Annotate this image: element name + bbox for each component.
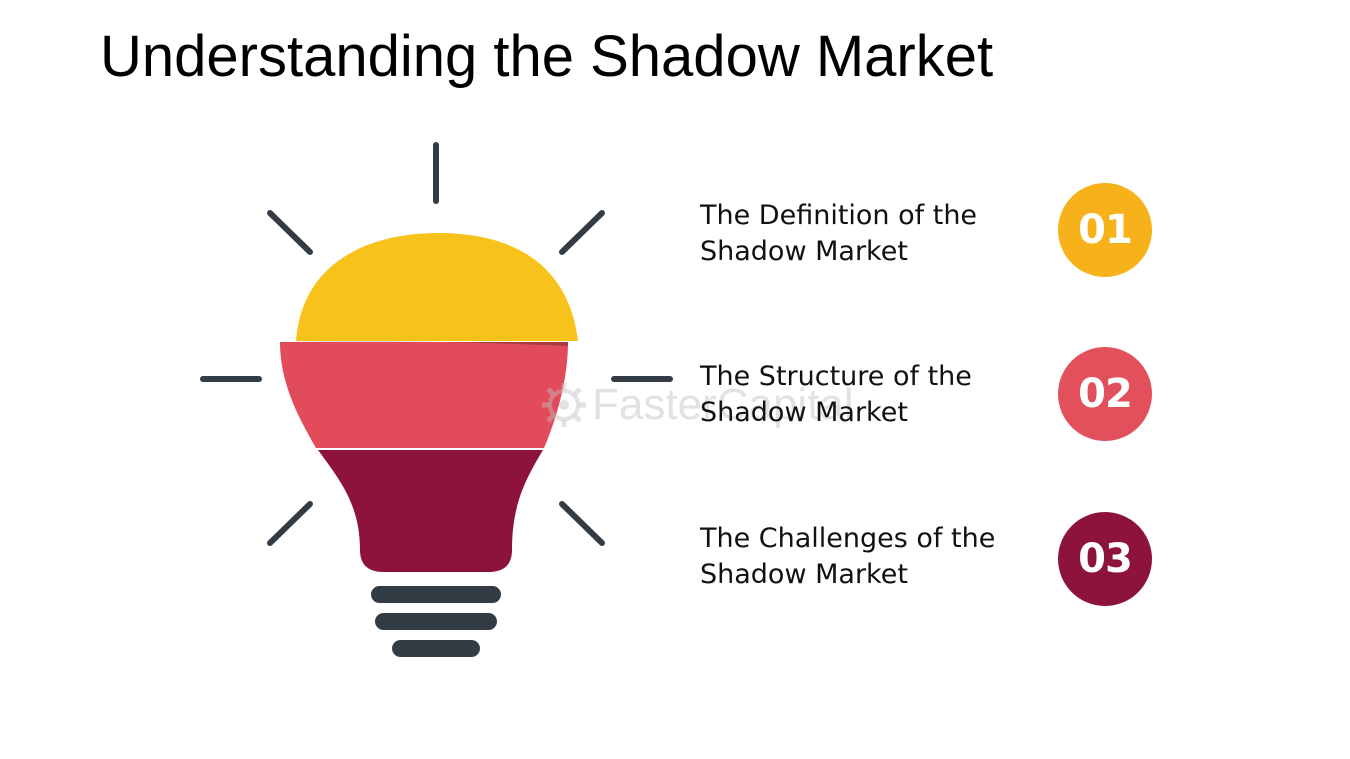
number-badge-01: 01 (1058, 183, 1152, 277)
bulb-base-ring-1 (371, 586, 501, 603)
item-label-2: The Structure of the Shadow Market (700, 359, 1040, 431)
bulb-segment-top (296, 233, 578, 341)
item-label-3: The Challenges of the Shadow Market (700, 521, 1040, 593)
bulb-segment-middle (280, 342, 568, 448)
light-ray-bottom-right (559, 501, 605, 546)
item-label-1-line-1: The Definition of the (700, 200, 978, 231)
item-label-2-line-1: The Structure of the (700, 361, 972, 392)
bulb-base-ring-2 (375, 613, 497, 630)
light-ray-top-right (559, 210, 605, 255)
light-ray-bottom-left (267, 501, 313, 546)
light-rays (200, 142, 673, 546)
bulb-base (371, 586, 501, 657)
item-label-2-line-2: Shadow Market (700, 397, 908, 428)
item-label-3-line-2: Shadow Market (700, 559, 908, 590)
bulb-base-ring-3 (392, 640, 480, 657)
lightbulb-diagram (200, 142, 673, 657)
number-badge-03: 03 (1058, 512, 1152, 606)
item-label-1: The Definition of the Shadow Market (700, 198, 1040, 270)
bulb-segment-middle-shade (280, 341, 568, 346)
bulb-segment-bottom (318, 450, 543, 572)
light-ray-top-left (267, 210, 313, 255)
number-badge-02: 02 (1058, 347, 1152, 441)
item-label-3-line-1: The Challenges of the (700, 523, 996, 554)
slide-title: Understanding the Shadow Market (100, 24, 994, 89)
item-label-1-line-2: Shadow Market (700, 236, 908, 267)
